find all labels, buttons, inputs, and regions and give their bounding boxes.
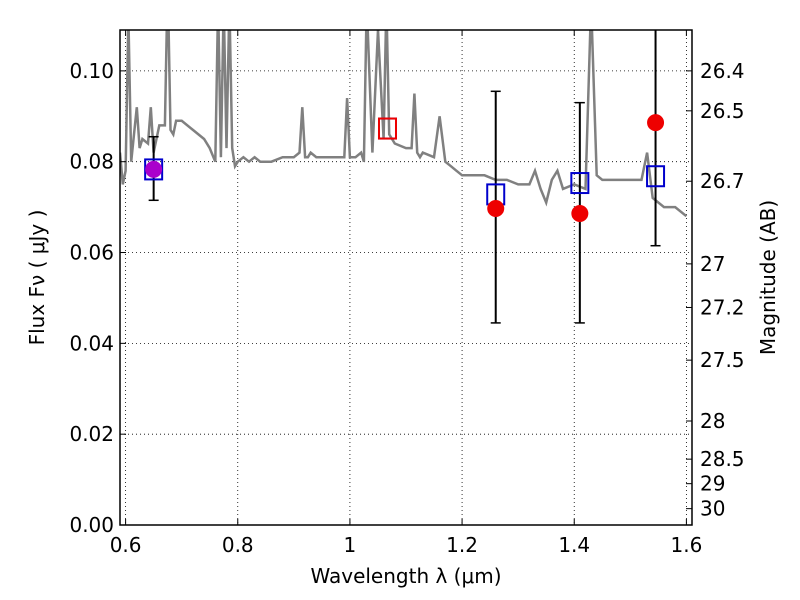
model-spectrum-line: [120, 30, 688, 218]
magnitude-tick-label: 28: [700, 409, 725, 433]
x-tick-label: 1.4: [558, 533, 590, 557]
magnitude-tick-label: 29: [700, 472, 725, 496]
y-tick-label: 0.06: [69, 241, 114, 265]
magnitude-tick-label: 27: [700, 252, 725, 276]
magnitude-tick-label: 30: [700, 497, 725, 521]
magnitude-tick-label: 28.5: [700, 447, 745, 471]
y-axis-ticks: 0.00 0.02 0.04 0.06 0.08 0.10: [69, 59, 126, 537]
magnitude-tick-label: 27.5: [700, 348, 745, 372]
y-tick-label: 0.08: [69, 150, 114, 174]
y-axis-label: Flux Fν ( μJy ): [25, 210, 49, 346]
data-point-circle: [571, 204, 589, 222]
x-tick-label: 1.2: [446, 533, 478, 557]
y-tick-label: 0.10: [69, 59, 114, 83]
y-tick-label: 0.04: [69, 331, 114, 355]
magnitude-tick-label: 26.5: [700, 99, 745, 123]
magnitude-tick-label: 26.4: [700, 59, 745, 83]
data-point-square: [646, 165, 666, 188]
magnitude-axis-label: Magnitude (AB): [756, 200, 780, 355]
x-axis-ticks: 0.6 0.8 1 1.2 1.4 1.6: [110, 30, 702, 557]
x-tick-label: 0.8: [222, 533, 254, 557]
magnitude-tick-label: 26.7: [700, 169, 745, 193]
grid-lines: [120, 30, 692, 526]
x-tick-label: 1: [344, 533, 357, 557]
y-tick-label: 0.00: [69, 513, 114, 537]
x-tick-label: 0.6: [110, 533, 142, 557]
data-point-square: [570, 172, 590, 195]
plot-frame: [119, 29, 693, 526]
x-axis-label: Wavelength λ (μm): [310, 564, 501, 588]
model-spectrum: [120, 30, 688, 218]
data-points: [144, 114, 666, 222]
data-point-circle: [145, 160, 163, 178]
y-tick-label: 0.02: [69, 422, 114, 446]
data-point-circle: [647, 114, 665, 132]
magnitude-tick-label: 27.2: [700, 295, 745, 319]
data-point-square: [377, 117, 397, 140]
data-point-circle: [487, 199, 505, 217]
x-tick-label: 1.6: [670, 533, 702, 557]
